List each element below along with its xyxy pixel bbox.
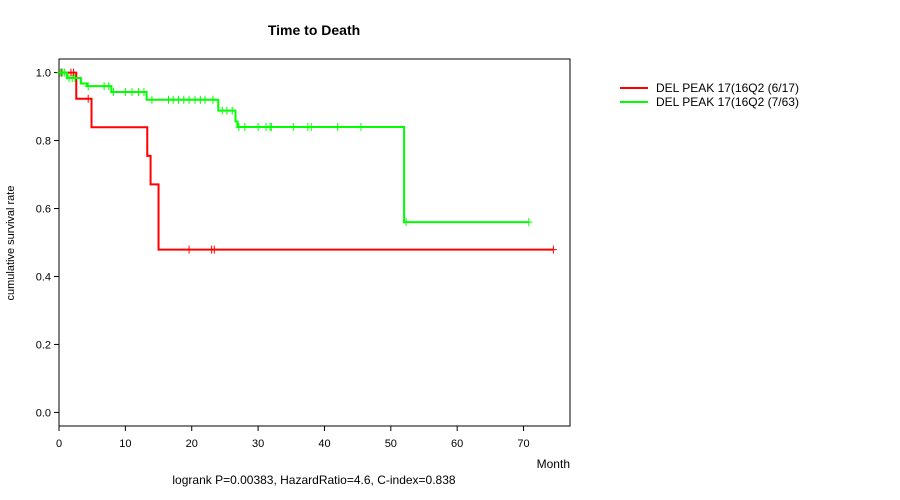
y-tick-label: 0.6 — [36, 204, 51, 216]
x-tick-label: 0 — [56, 438, 62, 450]
chart-title: Time to Death — [268, 22, 360, 38]
legend-label-1: DEL PEAK 17(16Q2 (6/17) — [656, 81, 799, 95]
stats-footnote: logrank P=0.00383, HazardRatio=4.6, C-in… — [172, 473, 456, 487]
survival-curve-1 — [59, 71, 554, 251]
x-tick-label: 40 — [318, 438, 330, 450]
survival-curve-2 — [59, 71, 529, 224]
x-tick-label: 70 — [517, 438, 529, 450]
y-axis-label: cumulative survival rate — [5, 186, 17, 301]
axes: 0 10 20 30 40 50 60 70 0.0 0.2 0.4 0.6 0.8 1.0 — [36, 68, 530, 450]
x-tick-label: 60 — [451, 438, 463, 450]
y-tick-label: 0.4 — [36, 271, 51, 283]
survival-curves — [56, 68, 557, 254]
x-tick-label: 20 — [186, 438, 198, 450]
x-tick-label: 50 — [385, 438, 397, 450]
y-tick-label: 0.2 — [36, 339, 51, 351]
y-tick-label: 0.8 — [36, 136, 51, 148]
legend: DEL PEAK 17(16Q2 (6/17)DEL PEAK 17(16Q2 … — [620, 81, 799, 109]
x-axis-label: Month — [537, 457, 570, 471]
x-tick-label: 10 — [119, 438, 131, 450]
x-tick-label: 30 — [252, 438, 264, 450]
y-tick-label: 0.0 — [36, 407, 51, 419]
plot-frame — [58, 58, 571, 427]
legend-label-2: DEL PEAK 17(16Q2 (7/63) — [656, 95, 799, 109]
y-tick-label: 1.0 — [36, 68, 51, 80]
